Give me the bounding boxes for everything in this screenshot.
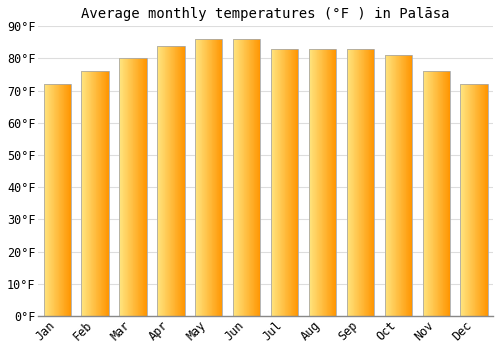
Bar bbox=[120, 58, 146, 316]
Bar bbox=[195, 39, 222, 316]
Bar bbox=[309, 49, 336, 316]
Bar bbox=[347, 49, 374, 316]
Bar bbox=[271, 49, 298, 316]
Bar bbox=[233, 39, 260, 316]
Bar bbox=[384, 55, 412, 316]
Title: Average monthly temperatures (°F ) in Palāsa: Average monthly temperatures (°F ) in Pa… bbox=[82, 7, 450, 21]
Bar bbox=[157, 46, 184, 316]
Bar bbox=[422, 71, 450, 316]
Bar bbox=[44, 84, 71, 316]
Bar bbox=[460, 84, 487, 316]
Bar bbox=[82, 71, 108, 316]
